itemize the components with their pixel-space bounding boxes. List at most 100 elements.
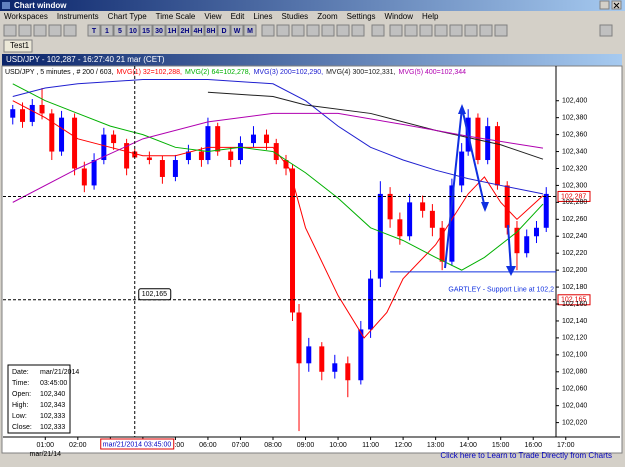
info-value: 102,333 <box>40 413 65 420</box>
arrow-head <box>506 266 516 276</box>
status-link[interactable]: Click here to Learn to Trade Directly fr… <box>440 451 612 460</box>
y-tick-label: 102,120 <box>562 335 587 342</box>
y-tick-label: 102,280 <box>562 199 587 206</box>
x-tick-label: 17:00 <box>557 442 575 449</box>
tool-icon[interactable] <box>3 24 17 37</box>
timeframe-button[interactable] <box>243 24 257 37</box>
candle-body <box>72 117 78 169</box>
legend-entry: MVG(2) 64=102,278, <box>185 69 251 76</box>
menu-item[interactable]: Chart Type <box>108 12 148 21</box>
y-tick-label: 102,400 <box>562 98 587 105</box>
timeframe-label: 15 <box>142 28 150 35</box>
candle-body <box>524 236 530 254</box>
tool-icon[interactable] <box>63 24 77 37</box>
timeframe-button[interactable] <box>204 24 218 37</box>
candle-body <box>111 134 117 144</box>
x-tick-label: 08:00 <box>264 442 282 449</box>
tool-icon[interactable] <box>306 24 320 37</box>
candle-body <box>439 227 445 262</box>
tool-icon[interactable] <box>336 24 350 37</box>
candle-body <box>132 151 138 158</box>
timeframe-button[interactable] <box>230 24 244 37</box>
menu-item[interactable]: View <box>204 12 221 21</box>
candle-body <box>514 227 520 254</box>
timeframe-button[interactable] <box>152 24 166 37</box>
tool-icon[interactable] <box>371 24 385 37</box>
tool-icon[interactable] <box>18 24 32 37</box>
close-icon <box>613 2 620 9</box>
axis-cross-label: 102,165 <box>561 297 586 304</box>
y-tick-label: 102,220 <box>562 250 587 257</box>
candle-body <box>332 363 338 372</box>
timeframe-button[interactable] <box>87 24 101 37</box>
timeframe-button[interactable] <box>191 24 205 37</box>
menu-item[interactable]: Lines <box>253 12 272 21</box>
menu-item[interactable]: Settings <box>347 12 376 21</box>
y-tick-label: 102,020 <box>562 419 587 426</box>
info-key: Open: <box>12 391 31 398</box>
timeframe-button[interactable] <box>113 24 127 37</box>
menu-item[interactable]: Workspaces <box>4 12 48 21</box>
y-tick-label: 102,080 <box>562 369 587 376</box>
candle-body <box>345 363 351 381</box>
zoom-out[interactable] <box>464 24 478 37</box>
moving-average <box>12 83 544 271</box>
timeframe-label: 1H <box>168 28 177 35</box>
tool-icon[interactable] <box>419 24 433 37</box>
timeframe-button[interactable] <box>217 24 231 37</box>
info-key: Close: <box>12 424 32 431</box>
tool-icon[interactable] <box>261 24 275 37</box>
y-tick-label: 102,160 <box>562 301 587 308</box>
menu-item[interactable]: Edit <box>231 12 246 21</box>
crosshair-x-label: mar/21/2014 03:45:00 <box>103 441 172 448</box>
moving-average <box>207 91 544 160</box>
timeframe-button[interactable] <box>165 24 179 37</box>
x-tick-label: 06:00 <box>199 442 217 449</box>
x-tick-label: 09:00 <box>297 442 315 449</box>
timeframe-label: M <box>247 28 253 35</box>
tab[interactable] <box>3 39 33 53</box>
chart-panel <box>1 65 623 454</box>
crosshair-y-box <box>138 288 172 301</box>
x-tick-label: 12:00 <box>394 442 412 449</box>
timeframe-label: T <box>92 28 97 35</box>
tool-icon[interactable] <box>389 24 403 37</box>
tool-icon[interactable] <box>33 24 47 37</box>
timeframe-label: W <box>234 28 241 35</box>
crosshair-y-label: 102,165 <box>142 291 167 298</box>
tool-icon[interactable] <box>434 24 448 37</box>
menu-item[interactable]: Zoom <box>317 12 338 21</box>
tool-icon[interactable] <box>48 24 62 37</box>
timeframe-button[interactable] <box>126 24 140 37</box>
crosshair-x-box <box>100 438 175 450</box>
chart-title-bar <box>2 54 622 66</box>
tool-icon[interactable] <box>321 24 335 37</box>
tool-icon[interactable] <box>494 24 508 37</box>
info-value: 102,343 <box>40 402 65 409</box>
menu-item[interactable]: Instruments <box>57 12 99 21</box>
menu-item[interactable]: Studies <box>282 12 309 21</box>
pattern-line <box>507 224 512 271</box>
timeframe-label: 1 <box>105 28 109 35</box>
tool-icon[interactable] <box>291 24 305 37</box>
timeframe-label: 2H <box>181 28 190 35</box>
tool-icon[interactable] <box>479 24 493 37</box>
menu-item[interactable]: Help <box>422 12 439 21</box>
menu-item[interactable]: Time Scale <box>156 12 196 21</box>
info-key: High: <box>12 402 28 409</box>
restore-button[interactable] <box>599 0 610 10</box>
info-value: mar/21/2014 <box>40 369 79 376</box>
tool-icon[interactable] <box>276 24 290 37</box>
timeframe-button[interactable] <box>100 24 114 37</box>
tool-icon[interactable] <box>351 24 365 37</box>
timeframe-button[interactable] <box>178 24 192 37</box>
candle-body <box>387 193 393 220</box>
zoom-in[interactable] <box>449 24 463 37</box>
timeframe-button[interactable] <box>139 24 153 37</box>
menu-item[interactable]: Window <box>385 12 414 21</box>
candle-body <box>377 193 383 279</box>
tool-icon[interactable] <box>599 24 613 37</box>
x-tick-label: 11:00 <box>362 442 379 449</box>
tool-icon[interactable] <box>404 24 418 37</box>
